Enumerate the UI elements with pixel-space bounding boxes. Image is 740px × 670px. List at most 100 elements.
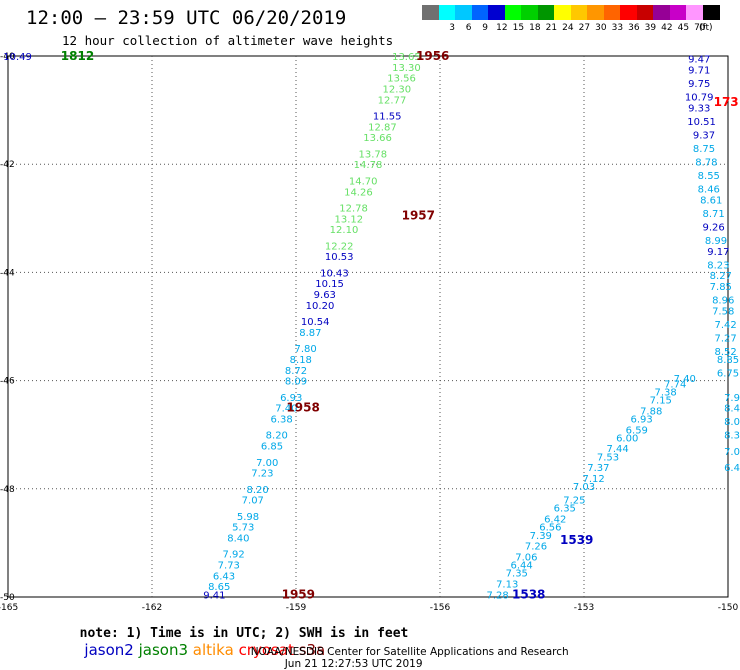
legend-label: 27 xyxy=(578,23,591,33)
wave-height-value: 13.12 xyxy=(334,214,363,225)
lat-tick-label: -40 xyxy=(0,52,15,62)
wave-height-value: 10.49 xyxy=(3,52,32,63)
wave-height-value: 7.80 xyxy=(294,344,316,355)
wave-height-value: 7.03 xyxy=(573,482,595,493)
wave-height-value: 9.75 xyxy=(688,79,710,90)
wave-height-value: 8.18 xyxy=(290,355,312,366)
wave-height-value: 7.74 xyxy=(664,379,686,390)
wave-height-value: 7.40 xyxy=(674,374,696,385)
legend-label: 12 xyxy=(496,23,508,33)
legend-label: 18 xyxy=(529,23,541,33)
legend-swatch xyxy=(422,5,439,20)
wave-height-value: 5.98 xyxy=(237,512,259,523)
pass-time-label: 1957 xyxy=(402,209,435,223)
wave-height-value: 7.28 xyxy=(486,590,508,601)
wave-height-value: 8.20 xyxy=(266,431,288,442)
wave-height-value: 7.37 xyxy=(587,463,609,474)
pass-time-label: 1538 xyxy=(512,587,545,601)
legend-swatch xyxy=(537,5,555,20)
legend-label: 33 xyxy=(611,23,624,33)
map-frame xyxy=(7,55,729,598)
wave-height-value: 9.37 xyxy=(693,130,715,141)
wave-height-value: 8.55 xyxy=(698,171,720,182)
wave-height-value: 7.00 xyxy=(256,458,278,469)
wave-height-value: 7.25 xyxy=(563,496,585,507)
legend-swatch xyxy=(669,5,687,20)
pass-time-label: 1958 xyxy=(286,401,319,415)
legend-label: 6 xyxy=(465,23,472,33)
wave-height-value: 7.73 xyxy=(218,561,240,572)
wave-height-value: 10.79 xyxy=(685,93,714,104)
wave-height-value: 9.26 xyxy=(702,222,724,233)
wave-height-value: 12.10 xyxy=(330,225,359,236)
wave-height-value: 12.22 xyxy=(325,241,354,252)
wave-height-value: 8.65 xyxy=(208,582,230,593)
wave-height-value: 8.06 xyxy=(724,417,740,428)
wave-height-value: 8.85 xyxy=(717,355,739,366)
wave-height-value: 14.26 xyxy=(344,187,373,198)
credit-generated: Jun 21 12:27:53 UTC 2019 xyxy=(284,658,423,670)
wave-height-value: 12.30 xyxy=(382,84,411,95)
legend-swatch xyxy=(587,5,604,20)
legend-swatch xyxy=(521,5,538,20)
wave-height-value: 9.33 xyxy=(688,103,710,114)
wave-height-value: 7.40 xyxy=(275,404,297,415)
wave-height-value: 8.61 xyxy=(700,195,722,206)
wave-height-value: 6.59 xyxy=(626,425,648,436)
legend-label: 42 xyxy=(661,23,673,33)
legend-swatch xyxy=(702,5,720,20)
wave-height-value: 8.40 xyxy=(227,533,249,544)
legend-label: 24 xyxy=(562,23,574,33)
wave-height-value: 6.43 xyxy=(213,571,235,582)
wave-height-value: 8.27 xyxy=(710,271,732,282)
legend-swatch xyxy=(620,5,637,20)
legend-unit: (ft) xyxy=(699,23,713,33)
credit-line: NOAA/NESDIS Center for Satellite Applica… xyxy=(244,634,569,670)
legend-swatch xyxy=(653,5,670,20)
legend-label: 36 xyxy=(628,23,640,33)
wave-height-value: 7.88 xyxy=(640,406,662,417)
legend-label: 9 xyxy=(482,23,489,33)
wave-height-value: 10.53 xyxy=(325,252,354,263)
legend-swatch xyxy=(570,5,588,20)
wave-height-value: 7.13 xyxy=(496,579,518,590)
note-text: note: 1) Time is in UTC; 2) SWH is in fe… xyxy=(79,626,409,641)
lon-tick-label: -159 xyxy=(286,603,307,613)
wave-height-value: 10.43 xyxy=(320,268,349,279)
wave-height-value: 7.39 xyxy=(530,531,552,542)
lon-tick-label: -162 xyxy=(142,603,162,613)
legend-swatch xyxy=(554,5,571,20)
lat-tick-label: -46 xyxy=(0,377,15,387)
wave-height-value: 7.06 xyxy=(515,552,537,563)
legend-label: 30 xyxy=(595,23,607,33)
page-title: 12:00 – 23:59 UTC 06/20/2019 xyxy=(26,7,347,29)
wave-height-value: 6.45 xyxy=(724,463,740,474)
legend-label: 21 xyxy=(545,23,558,33)
wave-height-value: 7.12 xyxy=(582,474,604,485)
wave-height-value: 7.53 xyxy=(597,452,619,463)
wave-height-value: 10.54 xyxy=(301,317,330,328)
wave-height-value: 9.17 xyxy=(707,247,729,258)
wave-height-value: 7.44 xyxy=(606,444,628,455)
wave-height-value: 6.44 xyxy=(510,561,532,572)
wave-height-value: 13.78 xyxy=(358,149,387,160)
wave-height-value: 10.51 xyxy=(687,117,716,128)
wave-height-value: 7.15 xyxy=(650,396,672,407)
wave-height-value: 6.00 xyxy=(616,433,638,444)
wave-height-value: 9.63 xyxy=(314,290,336,301)
wave-height-value: 7.26 xyxy=(525,542,547,553)
wave-height-value: 9.41 xyxy=(203,590,225,601)
legend-label: 3 xyxy=(449,23,456,33)
legend-label: 45 xyxy=(677,23,690,33)
wave-height-value: 8.71 xyxy=(702,209,724,220)
legend-label: 70 xyxy=(694,23,706,33)
pass-time-label: 1959 xyxy=(282,587,315,601)
legend-swatch xyxy=(455,5,472,20)
wave-height-value: 12.87 xyxy=(368,122,397,133)
lat-tick-label: -48 xyxy=(0,485,15,495)
lon-tick-label: -153 xyxy=(574,603,594,613)
wave-height-value: 8.75 xyxy=(693,144,715,155)
wave-height-value: 9.47 xyxy=(688,55,710,66)
lat-tick-label: -42 xyxy=(0,160,15,170)
legend-swatch xyxy=(471,5,489,20)
